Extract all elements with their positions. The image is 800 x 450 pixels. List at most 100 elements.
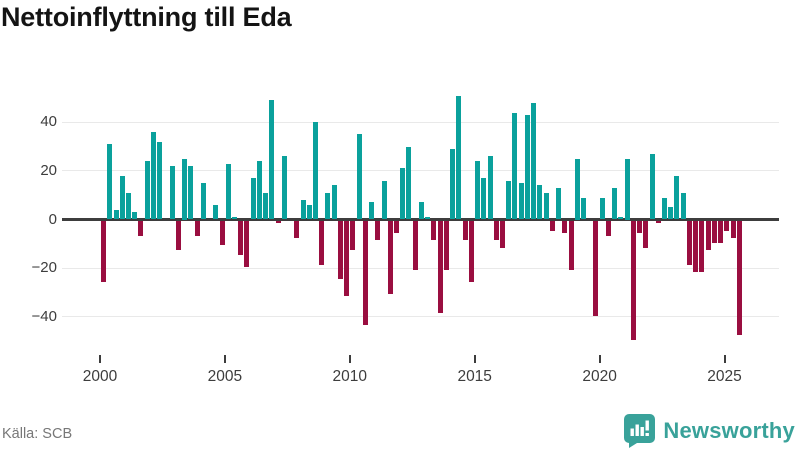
bar	[524, 115, 530, 220]
bar	[337, 221, 343, 280]
bar	[699, 221, 705, 273]
bar	[169, 166, 175, 220]
bar	[612, 187, 618, 220]
bar	[250, 178, 256, 220]
bar	[418, 202, 424, 220]
bar	[543, 192, 549, 220]
bar	[194, 221, 200, 236]
bar	[144, 161, 150, 220]
bar	[456, 95, 462, 220]
bar	[431, 221, 437, 241]
bar	[244, 221, 250, 268]
y-axis-label: 40	[40, 113, 57, 131]
y-axis-label: −40	[31, 307, 57, 325]
bar	[182, 158, 188, 220]
x-axis-label: 2005	[207, 368, 243, 385]
bar	[581, 197, 586, 220]
x-axis-tick	[723, 355, 726, 363]
bar	[481, 178, 487, 220]
bar	[487, 156, 493, 220]
bar	[668, 207, 674, 220]
x-axis-tick	[99, 355, 101, 363]
bar	[637, 221, 643, 234]
bar	[219, 221, 225, 246]
bar	[281, 156, 287, 220]
bar	[294, 221, 300, 238]
bar	[512, 112, 518, 220]
bar	[356, 134, 362, 220]
bar	[150, 132, 156, 220]
bar	[113, 209, 119, 220]
bar	[362, 221, 368, 326]
bar	[618, 217, 624, 220]
bar	[630, 221, 636, 341]
bar	[275, 221, 281, 224]
bar	[394, 221, 400, 234]
bar	[188, 166, 194, 220]
x-axis-tick	[598, 355, 601, 363]
bar	[406, 146, 412, 220]
bar	[313, 122, 318, 220]
bar	[556, 187, 562, 220]
bar	[425, 217, 431, 220]
bar	[231, 217, 237, 220]
bar	[593, 221, 599, 316]
bar	[711, 221, 717, 243]
bar	[662, 197, 668, 220]
bar	[200, 183, 206, 220]
bar	[350, 221, 356, 251]
bar	[238, 221, 244, 256]
bar	[574, 158, 580, 220]
bar	[730, 221, 736, 238]
x-axis-tick	[223, 355, 226, 363]
zero-line	[62, 218, 779, 221]
newsworthy-logo: Newsworthy	[624, 414, 795, 448]
bar-chart-speech-bubble-icon	[624, 414, 656, 448]
bar	[269, 100, 275, 220]
gridline	[62, 267, 779, 269]
x-axis-tick	[473, 355, 476, 363]
bar	[643, 221, 649, 248]
x-axis-tick	[348, 355, 351, 363]
gridline	[62, 121, 779, 123]
x-axis-label: 2000	[82, 368, 118, 385]
x-axis-label: 2015	[457, 368, 492, 385]
bar	[549, 221, 555, 231]
bar	[119, 175, 125, 220]
y-axis-label: 20	[40, 161, 57, 179]
bar	[686, 221, 692, 265]
x-axis-label: 2010	[332, 368, 368, 385]
bar	[680, 192, 686, 220]
bar	[605, 221, 611, 236]
bar	[506, 180, 512, 220]
y-axis-label: −20	[31, 259, 57, 277]
bar	[213, 204, 219, 220]
bar	[331, 185, 337, 220]
bar	[101, 221, 107, 282]
bar	[225, 163, 231, 220]
gridline	[62, 170, 779, 172]
bar	[344, 221, 350, 297]
bar	[157, 141, 163, 220]
logo-text: Newsworthy	[663, 418, 795, 443]
bar	[736, 221, 742, 336]
bar	[319, 221, 325, 265]
bar	[499, 221, 505, 248]
bar	[412, 221, 418, 270]
bar	[306, 204, 312, 220]
bar	[705, 221, 711, 251]
bar	[518, 183, 524, 220]
bar	[562, 221, 568, 234]
bar	[649, 153, 655, 220]
x-axis-label: 2020	[582, 368, 617, 385]
bar	[138, 221, 144, 236]
bar	[568, 221, 574, 270]
bar	[599, 197, 605, 220]
bar	[624, 158, 630, 220]
bar	[493, 221, 499, 241]
bar	[375, 221, 381, 241]
bar	[387, 221, 393, 294]
bar	[369, 202, 375, 220]
bar	[263, 192, 269, 220]
